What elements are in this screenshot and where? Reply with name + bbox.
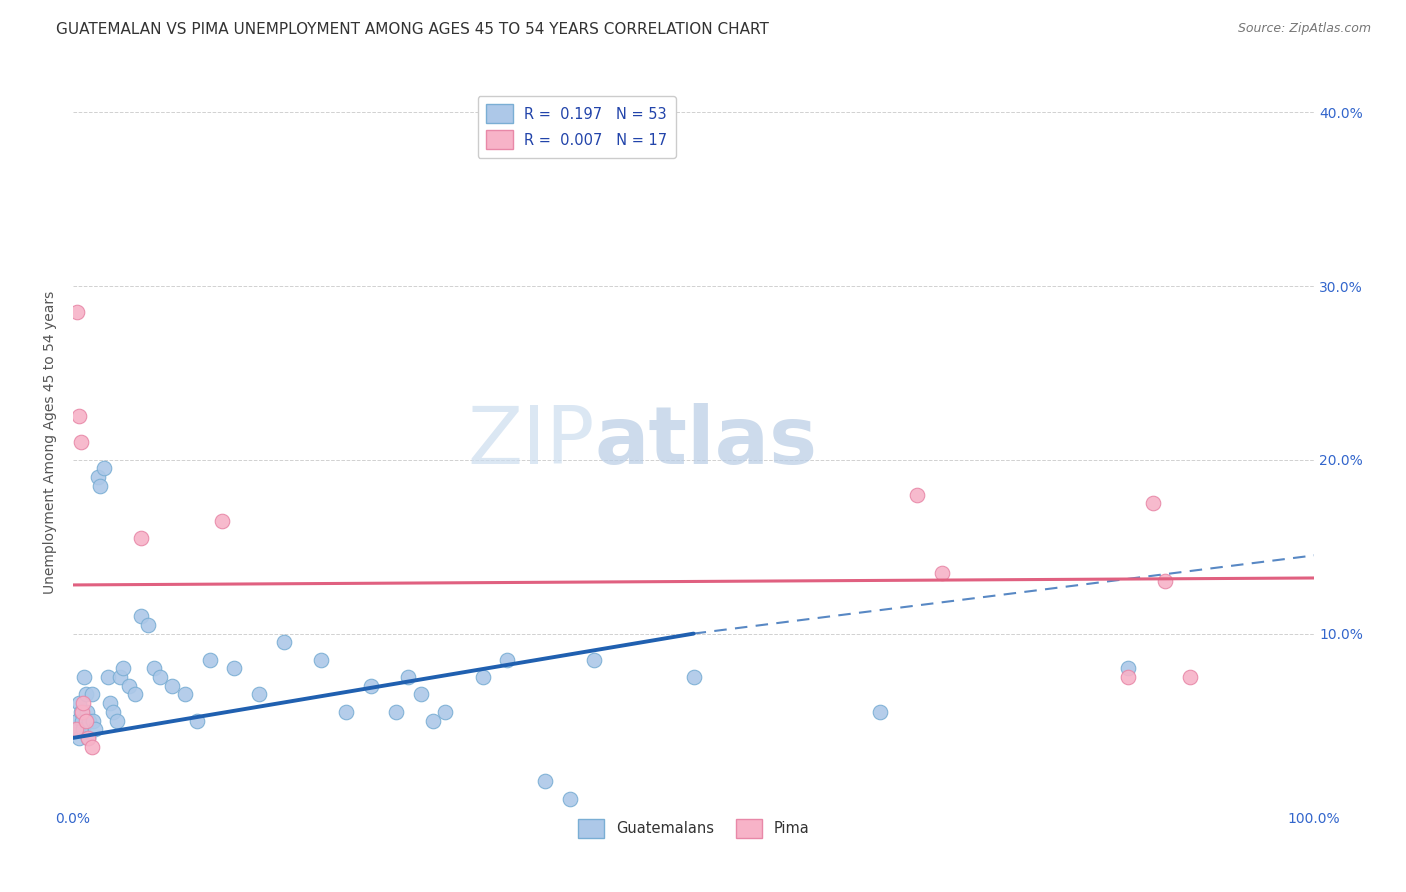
- Point: [533, 774, 555, 789]
- Point: [69, 705, 91, 719]
- Point: [118, 679, 141, 693]
- Point: [75, 688, 97, 702]
- Y-axis label: Unemployment Among Ages 45 to 54 years: Unemployment Among Ages 45 to 54 years: [44, 291, 58, 594]
- Point: [80, 688, 103, 702]
- Point: [1116, 661, 1139, 675]
- Point: [89, 479, 111, 493]
- Point: [558, 791, 581, 805]
- Point: [471, 670, 494, 684]
- Text: ZIP: ZIP: [467, 403, 595, 482]
- Point: [67, 409, 90, 424]
- Point: [105, 714, 128, 728]
- Point: [65, 722, 87, 736]
- Point: [335, 705, 357, 719]
- Text: atlas: atlas: [595, 403, 817, 482]
- Point: [905, 487, 928, 501]
- Point: [82, 714, 104, 728]
- Point: [384, 705, 406, 719]
- Point: [70, 705, 93, 719]
- Point: [77, 731, 100, 745]
- Point: [186, 714, 208, 728]
- Point: [80, 739, 103, 754]
- Point: [76, 705, 98, 719]
- Point: [67, 696, 90, 710]
- Point: [84, 722, 107, 736]
- Point: [142, 661, 165, 675]
- Point: [77, 731, 100, 745]
- Point: [211, 514, 233, 528]
- Text: GUATEMALAN VS PIMA UNEMPLOYMENT AMONG AGES 45 TO 54 YEARS CORRELATION CHART: GUATEMALAN VS PIMA UNEMPLOYMENT AMONG AG…: [56, 22, 769, 37]
- Point: [77, 714, 100, 728]
- Point: [247, 688, 270, 702]
- Point: [1178, 670, 1201, 684]
- Point: [198, 653, 221, 667]
- Point: [149, 670, 172, 684]
- Point: [682, 670, 704, 684]
- Point: [396, 670, 419, 684]
- Point: [224, 661, 246, 675]
- Point: [434, 705, 457, 719]
- Point: [1116, 670, 1139, 684]
- Point: [97, 670, 120, 684]
- Point: [360, 679, 382, 693]
- Point: [273, 635, 295, 649]
- Point: [66, 305, 89, 319]
- Text: Source: ZipAtlas.com: Source: ZipAtlas.com: [1237, 22, 1371, 36]
- Point: [111, 661, 134, 675]
- Point: [931, 566, 953, 580]
- Point: [73, 670, 96, 684]
- Point: [162, 679, 184, 693]
- Point: [98, 696, 121, 710]
- Point: [1142, 496, 1164, 510]
- Point: [583, 653, 606, 667]
- Point: [70, 714, 93, 728]
- Point: [869, 705, 891, 719]
- Point: [131, 531, 153, 545]
- Point: [72, 696, 94, 710]
- Point: [93, 461, 115, 475]
- Point: [69, 435, 91, 450]
- Point: [101, 705, 124, 719]
- Point: [72, 722, 94, 736]
- Point: [131, 609, 153, 624]
- Point: [66, 714, 89, 728]
- Point: [409, 688, 432, 702]
- Point: [75, 714, 97, 728]
- Point: [124, 688, 146, 702]
- Point: [422, 714, 444, 728]
- Point: [87, 470, 110, 484]
- Point: [67, 722, 90, 736]
- Point: [67, 731, 90, 745]
- Point: [110, 670, 132, 684]
- Point: [173, 688, 195, 702]
- Legend: Guatemalans, Pima: Guatemalans, Pima: [572, 814, 815, 844]
- Point: [1154, 574, 1177, 589]
- Point: [136, 618, 159, 632]
- Point: [496, 653, 519, 667]
- Point: [311, 653, 333, 667]
